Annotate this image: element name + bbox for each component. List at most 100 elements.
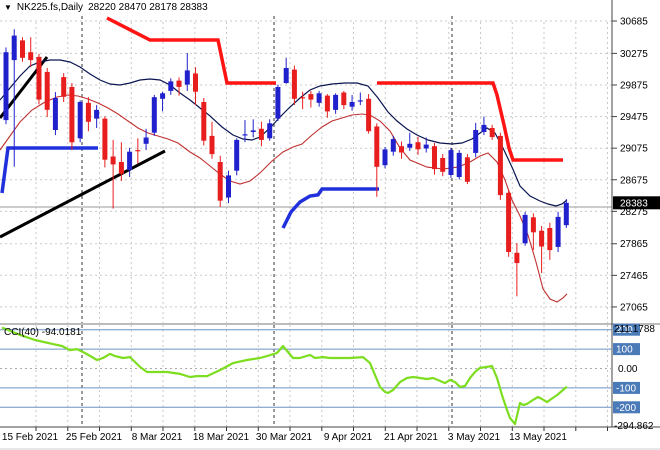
candle-body [514, 252, 520, 264]
candle-body [366, 98, 372, 132]
candle-body [201, 102, 207, 141]
price-axis-label: 28675 [620, 175, 648, 186]
candle-body [349, 102, 355, 107]
cci-level-box [613, 381, 640, 394]
cci-scale-min: -294.862 [614, 421, 654, 432]
candle-body [432, 146, 437, 170]
candle-body [102, 118, 108, 160]
candle-body [110, 156, 116, 165]
candle-body [382, 149, 388, 166]
candle-body [506, 192, 512, 252]
candle-body [324, 95, 330, 112]
candle-body [20, 40, 25, 58]
candle-body [308, 94, 314, 100]
candle-body [333, 94, 339, 110]
candle-body [160, 93, 166, 99]
candle-body [44, 71, 50, 110]
gridlines [0, 16, 612, 431]
date-axis-label: 3 May 2021 [448, 432, 501, 443]
candle-body [448, 150, 454, 175]
candle-body [3, 52, 9, 121]
candle-body [357, 100, 363, 102]
cci-level-label: -100 [616, 383, 636, 394]
candle-body [209, 135, 215, 155]
candle-body [69, 87, 75, 143]
price-axis[interactable]: 30685 30275 29875 29475 29075 28675 28275 27865… [612, 17, 660, 314]
candle-body [374, 126, 380, 167]
candle-body [522, 214, 528, 244]
candle-body [11, 35, 17, 61]
cci-scale-max: 211.1788 [614, 324, 655, 335]
candle-body [423, 144, 429, 149]
price-axis-label: 27865 [620, 239, 648, 250]
candle-body [85, 102, 91, 122]
candle-body [407, 143, 413, 148]
candle-body [283, 68, 289, 83]
candle-body [440, 158, 446, 172]
candle-body [250, 130, 256, 132]
date-axis-label: 13 May 2021 [509, 432, 567, 443]
candle-body [176, 80, 182, 87]
candle-body [151, 97, 157, 133]
candle-body [61, 77, 67, 97]
candle-body [555, 216, 561, 247]
candle-body [390, 139, 396, 152]
trailing-stop-lines [0, 16, 563, 229]
cci-level-label: 200 [616, 325, 633, 336]
date-axis-label: 21 Apr 2021 [384, 432, 438, 443]
candle-body [530, 217, 536, 233]
candle-body [275, 87, 281, 119]
cci-panel[interactable]: 200 100 -100 -200 0.00 211.1788 -294.862 [0, 323, 655, 432]
candle-body [399, 146, 404, 153]
candle-body [118, 162, 124, 174]
candle-body [547, 228, 553, 251]
price-axis-label: 29875 [620, 81, 648, 92]
cci-level-box [613, 343, 640, 356]
current-price-box [613, 196, 660, 210]
price-axis-label: 29075 [620, 144, 648, 155]
chart-title: ▼ NK225.fs,Daily 28220 28470 28178 28383 [4, 2, 208, 13]
cci-level-box [613, 401, 640, 414]
date-axis-label: 8 Mar 2021 [132, 432, 183, 443]
symbol-dropdown-icon[interactable]: ▼ [4, 2, 12, 12]
date-axis-label: 9 Apr 2021 [324, 432, 373, 443]
current-price-label: 28383 [620, 198, 648, 209]
price-axis-label: 27465 [620, 271, 648, 282]
candle-body [473, 130, 479, 153]
candle-body [242, 134, 248, 136]
candle-body [316, 93, 322, 103]
ohlc-summary-label: 28220 28470 28178 28383 [88, 2, 208, 13]
candle-body [52, 98, 58, 130]
cci-level-label: 100 [616, 345, 633, 356]
candle-body [415, 142, 421, 150]
candle-body [456, 152, 462, 177]
candle-body [135, 150, 141, 152]
candle-body [28, 52, 34, 61]
price-axis-label: 29475 [620, 112, 648, 123]
candle-body [258, 128, 264, 140]
candle-body [36, 56, 42, 100]
candle-body [539, 230, 545, 247]
price-axis-label: 30275 [620, 49, 648, 60]
date-axis-label: 25 Feb 2021 [66, 432, 123, 443]
candle-body [464, 157, 470, 182]
cci-zero-label: 0.00 [618, 364, 638, 375]
candle-body [184, 70, 190, 85]
candle-body [77, 102, 83, 139]
price-axis-label: 27065 [620, 302, 648, 313]
ma-fast-line [0, 59, 568, 207]
cci-indicator-label: CCI(40) -94.0181 [4, 327, 82, 338]
candle-body [94, 109, 100, 119]
candle-body [193, 73, 198, 92]
candle-body [300, 97, 306, 99]
time-axis[interactable]: 15 Feb 2021 25 Feb 2021 8 Mar 2021 18 Mar 2… [2, 432, 567, 443]
candle-body [291, 69, 297, 99]
candle-body [489, 128, 495, 138]
price-axis-label: 28275 [620, 207, 648, 218]
candle-body [143, 137, 149, 144]
candle-body [168, 81, 174, 91]
candle-body [341, 92, 347, 106]
date-axis-label: 30 Mar 2021 [256, 432, 313, 443]
